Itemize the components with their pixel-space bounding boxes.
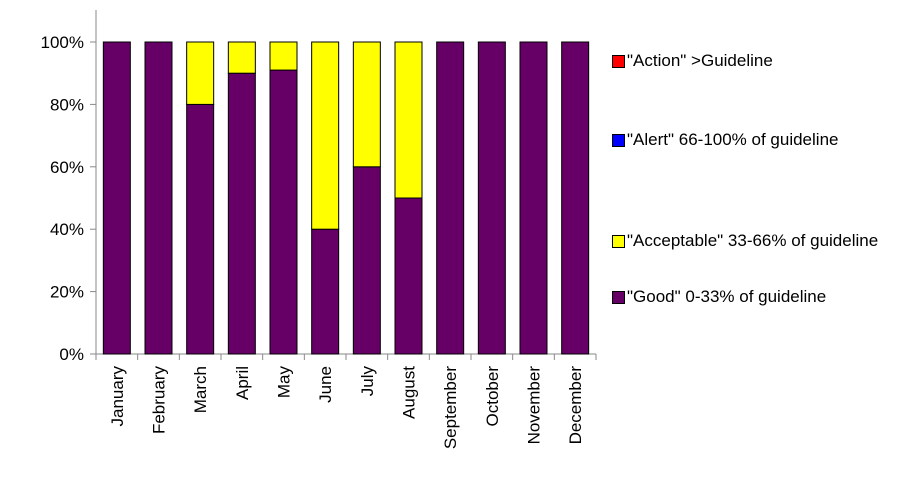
bar-segment (561, 41, 590, 355)
bar-segment (186, 41, 215, 105)
legend-label: "Action" >Guideline (627, 51, 773, 70)
x-tick-label: June (316, 366, 335, 403)
y-tick-label: 40% (50, 220, 84, 239)
y-tick-label: 80% (50, 95, 84, 114)
x-tick-label: February (150, 366, 169, 435)
bar-segment (144, 41, 173, 355)
bar-segment (436, 41, 465, 355)
bar-segment (394, 197, 423, 355)
bar-segment (311, 228, 340, 355)
y-tick-label: 20% (50, 283, 84, 302)
x-tick-label: July (358, 366, 377, 397)
bar-segment (227, 41, 256, 74)
bar-segment (186, 103, 215, 355)
bar-segment (519, 41, 548, 355)
x-tick-label: April (233, 366, 252, 400)
x-tick-label: August (400, 366, 419, 419)
bar-segment (394, 41, 423, 199)
x-tick-label: September (441, 366, 460, 449)
y-tick-label: 100% (41, 33, 84, 52)
legend-swatch (612, 134, 625, 147)
legend-label: "Acceptable" 33-66% of guideline (627, 231, 879, 250)
bar-segment (477, 41, 506, 355)
bar-segment (269, 69, 298, 355)
legend-swatch (612, 291, 625, 304)
x-tick-label: March (191, 366, 210, 413)
bar-segment (227, 72, 256, 355)
bar-segment (102, 41, 131, 355)
legend-swatch (612, 55, 625, 68)
x-tick-label: May (275, 366, 294, 399)
x-tick-label: December (566, 366, 585, 445)
bar-segment (269, 41, 298, 71)
bar-segment (311, 41, 340, 230)
x-tick-label: November (525, 366, 544, 445)
x-tick-label: October (483, 366, 502, 427)
legend-swatch (612, 235, 625, 248)
bar-segment (352, 166, 381, 355)
bar-segment (352, 41, 381, 168)
legend-label: "Alert" 66-100% of guideline (627, 130, 839, 149)
x-tick-label: January (108, 366, 127, 427)
y-tick-label: 60% (50, 158, 84, 177)
legend-label: "Good" 0-33% of guideline (627, 287, 827, 306)
y-tick-label: 0% (59, 345, 84, 364)
